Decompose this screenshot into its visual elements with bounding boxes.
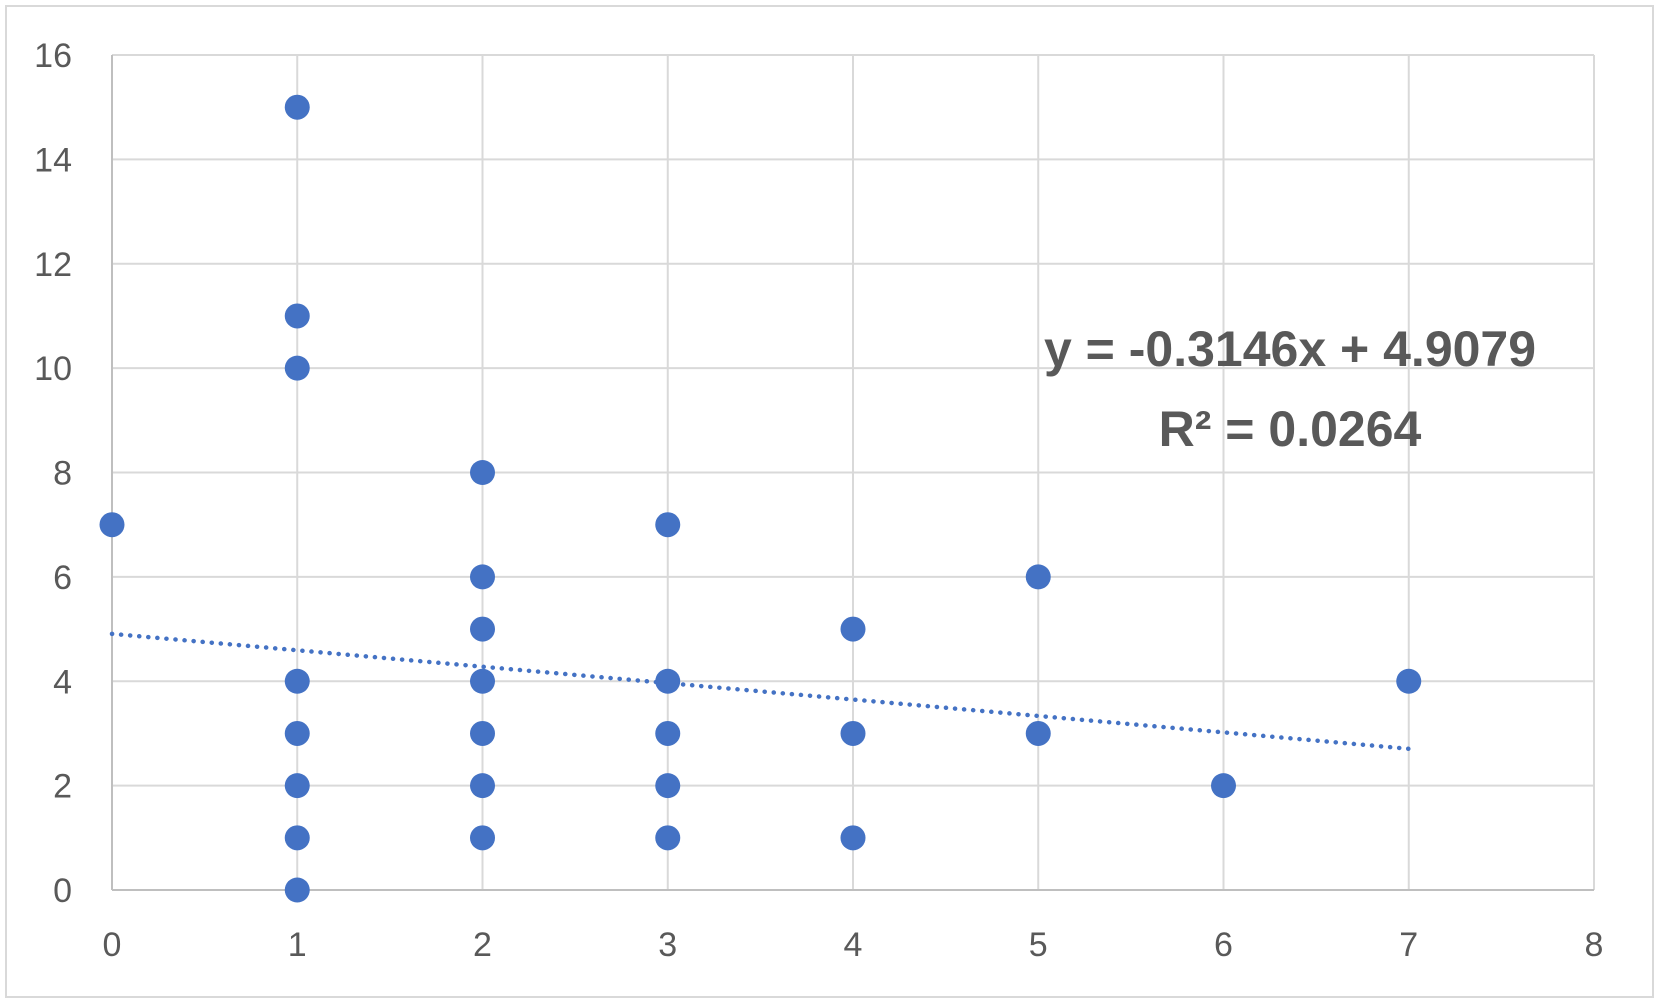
data-point (284, 720, 310, 746)
data-point (470, 773, 495, 799)
chart-frame (5, 5, 1654, 998)
data-point (470, 564, 495, 590)
x-tick-label: 1 (288, 926, 307, 964)
trendline-annotation: y = -0.3146x + 4.9079 R² = 0.0264 (1044, 321, 1536, 457)
y-tick-label: 10 (34, 350, 72, 388)
data-point (1025, 564, 1051, 590)
y-tick-label: 4 (53, 663, 72, 701)
data-point (284, 355, 310, 381)
linear-trendline (109, 631, 1411, 752)
x-tick-label: 7 (1399, 926, 1418, 964)
data-point (284, 773, 310, 799)
x-axis-tick-labels: 0 1 2 3 4 5 6 7 8 (103, 926, 1604, 964)
data-point (655, 825, 681, 851)
y-tick-label: 0 (53, 872, 72, 910)
data-point (840, 720, 866, 746)
x-tick-label: 6 (1214, 926, 1233, 964)
data-point (99, 512, 125, 538)
x-tick-label: 5 (1029, 926, 1048, 964)
data-point (470, 616, 495, 642)
y-tick-label: 6 (53, 559, 72, 597)
data-point (284, 94, 310, 120)
data-point (284, 668, 310, 694)
data-point (470, 668, 495, 694)
x-tick-label: 2 (473, 926, 492, 964)
x-tick-label: 0 (103, 926, 122, 964)
x-tick-label: 8 (1585, 926, 1604, 964)
data-points (99, 94, 1422, 903)
data-point (284, 825, 310, 851)
data-point (1396, 668, 1422, 694)
data-point (470, 825, 495, 851)
x-tick-label: 4 (844, 926, 863, 964)
data-point (470, 720, 495, 746)
data-point (470, 460, 495, 485)
y-axis-tick-labels: 0 2 4 6 8 10 12 14 16 (34, 37, 72, 910)
data-point (840, 616, 866, 642)
data-point (840, 825, 866, 851)
data-point (655, 720, 681, 746)
axes (111, 55, 1594, 891)
data-point (655, 668, 681, 694)
y-tick-label: 2 (53, 768, 72, 806)
data-point (655, 773, 681, 799)
trendline-group (109, 631, 1411, 752)
y-tick-label: 16 (34, 37, 72, 75)
y-tick-label: 12 (34, 246, 72, 284)
trendline-equation: y = -0.3146x + 4.9079 (1044, 321, 1536, 377)
y-tick-label: 8 (53, 455, 72, 493)
data-point (1025, 720, 1051, 746)
data-point (284, 303, 310, 329)
y-tick-label: 14 (34, 141, 72, 179)
data-point (1211, 773, 1236, 799)
data-point (284, 877, 310, 903)
gridlines (112, 54, 1595, 890)
r-squared-label: R² = 0.0264 (1159, 401, 1422, 457)
x-tick-label: 3 (658, 926, 677, 964)
data-point (655, 512, 681, 538)
